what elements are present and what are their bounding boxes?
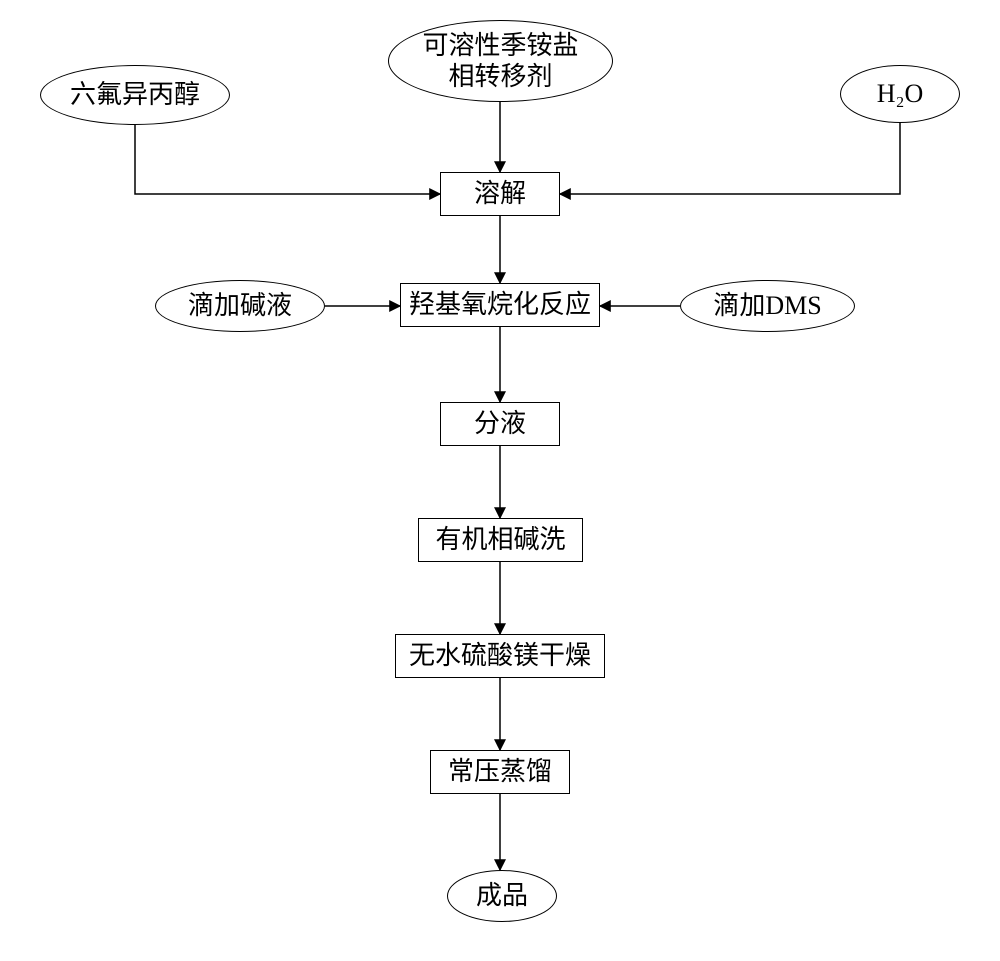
side-alkali-node: 滴加碱液 xyxy=(155,280,325,332)
step-dry-node: 无水硫酸镁干燥 xyxy=(395,634,605,678)
side-dms-node: 滴加DMS xyxy=(680,280,855,332)
side-dms-label: 滴加DMS xyxy=(713,290,821,321)
step-dry-label: 无水硫酸镁干燥 xyxy=(409,640,591,671)
edge-input_right-to-step_dissolve xyxy=(560,123,900,194)
output-product-label: 成品 xyxy=(476,880,528,911)
step-dissolve-label: 溶解 xyxy=(474,178,526,209)
step-distill-label: 常压蒸馏 xyxy=(448,756,552,787)
step-reaction-node: 羟基氧烷化反应 xyxy=(400,283,600,327)
input-hexafluoro-node: 六氟异丙醇 xyxy=(40,65,230,125)
flowchart-canvas: 六氟异丙醇 可溶性季铵盐相转移剂 H₂O 溶解 滴加碱液 羟基氧烷化反应 滴加D… xyxy=(0,0,1000,961)
input-water-label: H₂O xyxy=(877,78,924,109)
edge-input_left-to-step_dissolve xyxy=(135,125,440,194)
step-separation-node: 分液 xyxy=(440,402,560,446)
output-product-node: 成品 xyxy=(447,870,557,922)
input-water-node: H₂O xyxy=(840,65,960,123)
input-ammonium-label: 可溶性季铵盐相转移剂 xyxy=(422,30,578,92)
step-distill-node: 常压蒸馏 xyxy=(430,750,570,794)
step-dissolve-node: 溶解 xyxy=(440,172,560,216)
step-reaction-label: 羟基氧烷化反应 xyxy=(409,289,591,320)
step-wash-label: 有机相碱洗 xyxy=(435,524,565,555)
side-alkali-label: 滴加碱液 xyxy=(188,290,292,321)
input-hexafluoro-label: 六氟异丙醇 xyxy=(70,79,200,110)
input-ammonium-node: 可溶性季铵盐相转移剂 xyxy=(388,20,613,102)
edges-layer xyxy=(0,0,1000,961)
step-separation-label: 分液 xyxy=(474,408,526,439)
step-wash-node: 有机相碱洗 xyxy=(418,518,583,562)
